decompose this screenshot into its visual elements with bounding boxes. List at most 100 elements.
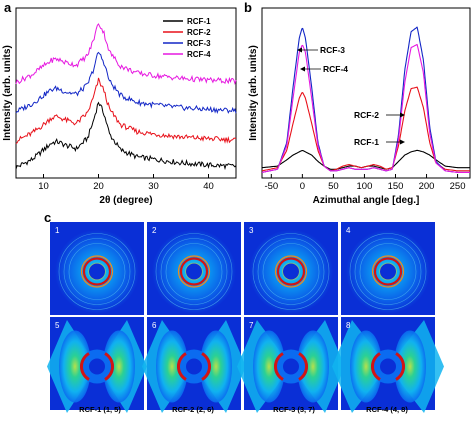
scatter-ring	[58, 233, 136, 310]
diffraction-arc-left	[273, 352, 284, 381]
beam-stop	[186, 358, 202, 375]
caption-rcf1: RCF-1 (1, 5)	[79, 405, 121, 414]
scatter-lobe-core-left	[59, 330, 91, 403]
pattern-captions: RCF-1 (1, 5) RCF-2 (2, 6) RCF-3 (3, 7) R…	[79, 405, 408, 414]
panel-a: a 10 20 30 40 2θ (degree) Intensity (arb. u…	[2, 0, 237, 206]
tick-label-b: -50	[264, 181, 278, 192]
tile-number: 3	[249, 226, 254, 235]
beam-stop	[380, 263, 396, 280]
tile-number: 4	[346, 226, 351, 235]
tick-label-b: 250	[450, 181, 466, 192]
caption-rcf3: RCF-3 (3, 7)	[273, 405, 315, 414]
diffraction-ring-outer	[177, 255, 211, 288]
series-line-a-rcf-4	[15, 23, 237, 86]
annotation-rcf1: RCF-1	[354, 137, 379, 147]
plot-a-legend: RCF-1 RCF-2 RCF-3 RCF-4	[163, 17, 211, 59]
plot-a-ylabel: Intensity (arb. units)	[2, 45, 13, 141]
tick-label-b: 150	[388, 181, 404, 192]
tick-label-b: 100	[357, 181, 373, 192]
legend-label: RCF-3	[187, 39, 211, 48]
pattern-tile: 8	[332, 317, 444, 413]
tick-label-a: 20	[93, 181, 104, 192]
scatter-lobe-core-left	[156, 330, 188, 403]
beam-stop	[380, 358, 396, 375]
tile-number: 2	[152, 226, 157, 235]
diffraction-arc-left	[79, 352, 90, 381]
scatter-lobe-core-right	[394, 330, 426, 403]
scatter-ring	[155, 233, 233, 310]
diffraction-arc-left	[176, 352, 187, 381]
plot-a-lines	[15, 23, 237, 171]
pattern-tile: 4	[341, 222, 435, 315]
pattern-tile: 5	[47, 317, 147, 413]
legend-label: RCF-2	[187, 28, 211, 37]
diffraction-ring	[82, 257, 112, 286]
panel-c: c 1 2 3 4 5 6 7 8 RCF-1 (1, 5) RCF-2 (2, 6) RCF…	[44, 210, 444, 414]
tick-label-b: 0	[300, 181, 305, 192]
tile-number: 8	[346, 321, 351, 330]
diffraction-arc-left	[370, 352, 381, 381]
scatter-ring	[359, 243, 417, 300]
tile-number: 1	[55, 226, 60, 235]
plot-b-lines	[261, 26, 470, 173]
panel-letter-a: a	[4, 0, 12, 15]
annotation-rcf1-arrowhead	[400, 139, 405, 145]
annotation-rcf3: RCF-3	[320, 45, 345, 55]
annotation-rcf2: RCF-2	[354, 110, 379, 120]
pattern-tile: 1	[50, 222, 144, 315]
panel-b: b -50 0 50 100 150 200 250 Azimuthal angle [de…	[244, 0, 471, 206]
series-line-a-rcf-1	[15, 101, 237, 171]
tick-label-a: 10	[38, 181, 49, 192]
plot-b-xlabel: Azimuthal angle [deg.]	[313, 195, 420, 206]
scatter-lobe-core-right	[103, 330, 135, 403]
plot-a-frame	[15, 7, 237, 179]
series-line-a-rcf-3	[15, 51, 237, 114]
annotation-rcf3-arrowhead	[297, 47, 302, 53]
plot-a-xlabel: 2θ (degree)	[99, 195, 152, 206]
diffraction-ring	[179, 257, 209, 286]
scatter-ring	[160, 238, 228, 305]
series-line-a-rcf-2	[15, 77, 237, 145]
scatter-ring	[252, 233, 330, 310]
plot-b-annotations: RCF-3 RCF-4 RCF-2 RCF-1	[297, 45, 405, 147]
diffraction-arc-right	[201, 352, 212, 381]
diffraction-ring-outer	[371, 255, 405, 288]
scatter-lobe-core-right	[200, 330, 232, 403]
tick-label-a: 30	[148, 181, 159, 192]
tile-number: 7	[249, 321, 254, 330]
tile-number: 5	[55, 321, 60, 330]
plot-b-ylabel: Intensity (arb. units)	[248, 45, 259, 141]
scatter-lobe-core-left	[350, 330, 382, 403]
plot-b-xticks: -50 0 50 100 150 200 250	[264, 174, 466, 192]
annotation-rcf4: RCF-4	[323, 64, 348, 74]
pattern-grid: 1 2 3 4 5 6 7 8	[47, 222, 444, 413]
legend-label: RCF-1	[187, 17, 211, 26]
diffraction-arc-right	[298, 352, 309, 381]
beam-stop	[89, 263, 105, 280]
tile-number: 6	[152, 321, 157, 330]
beam-stop	[283, 358, 299, 375]
plot-a-xticks: 10 20 30 40	[38, 174, 214, 192]
pattern-tile: 7	[237, 317, 345, 413]
scatter-lobe-core-left	[253, 330, 285, 403]
annotation-rcf4-arrowhead	[300, 66, 305, 72]
scatter-ring	[68, 243, 126, 300]
series-line-b-rcf-4	[261, 43, 470, 173]
scatter-ring	[262, 243, 320, 300]
scatter-ring	[257, 238, 325, 305]
panel-letter-b: b	[244, 0, 252, 15]
scatter-ring	[63, 238, 131, 305]
beam-stop	[186, 263, 202, 280]
beam-stop	[283, 263, 299, 280]
beam-stop	[89, 358, 105, 375]
tick-label-b: 200	[419, 181, 435, 192]
diffraction-ring-outer	[80, 255, 114, 288]
legend-label: RCF-4	[187, 50, 211, 59]
plot-b-frame	[261, 7, 471, 179]
scatter-ring	[354, 238, 422, 305]
tick-label-a: 40	[203, 181, 214, 192]
diffraction-ring	[373, 257, 403, 286]
scatter-lobe-core-right	[297, 330, 329, 403]
diffraction-arc-right	[104, 352, 115, 381]
